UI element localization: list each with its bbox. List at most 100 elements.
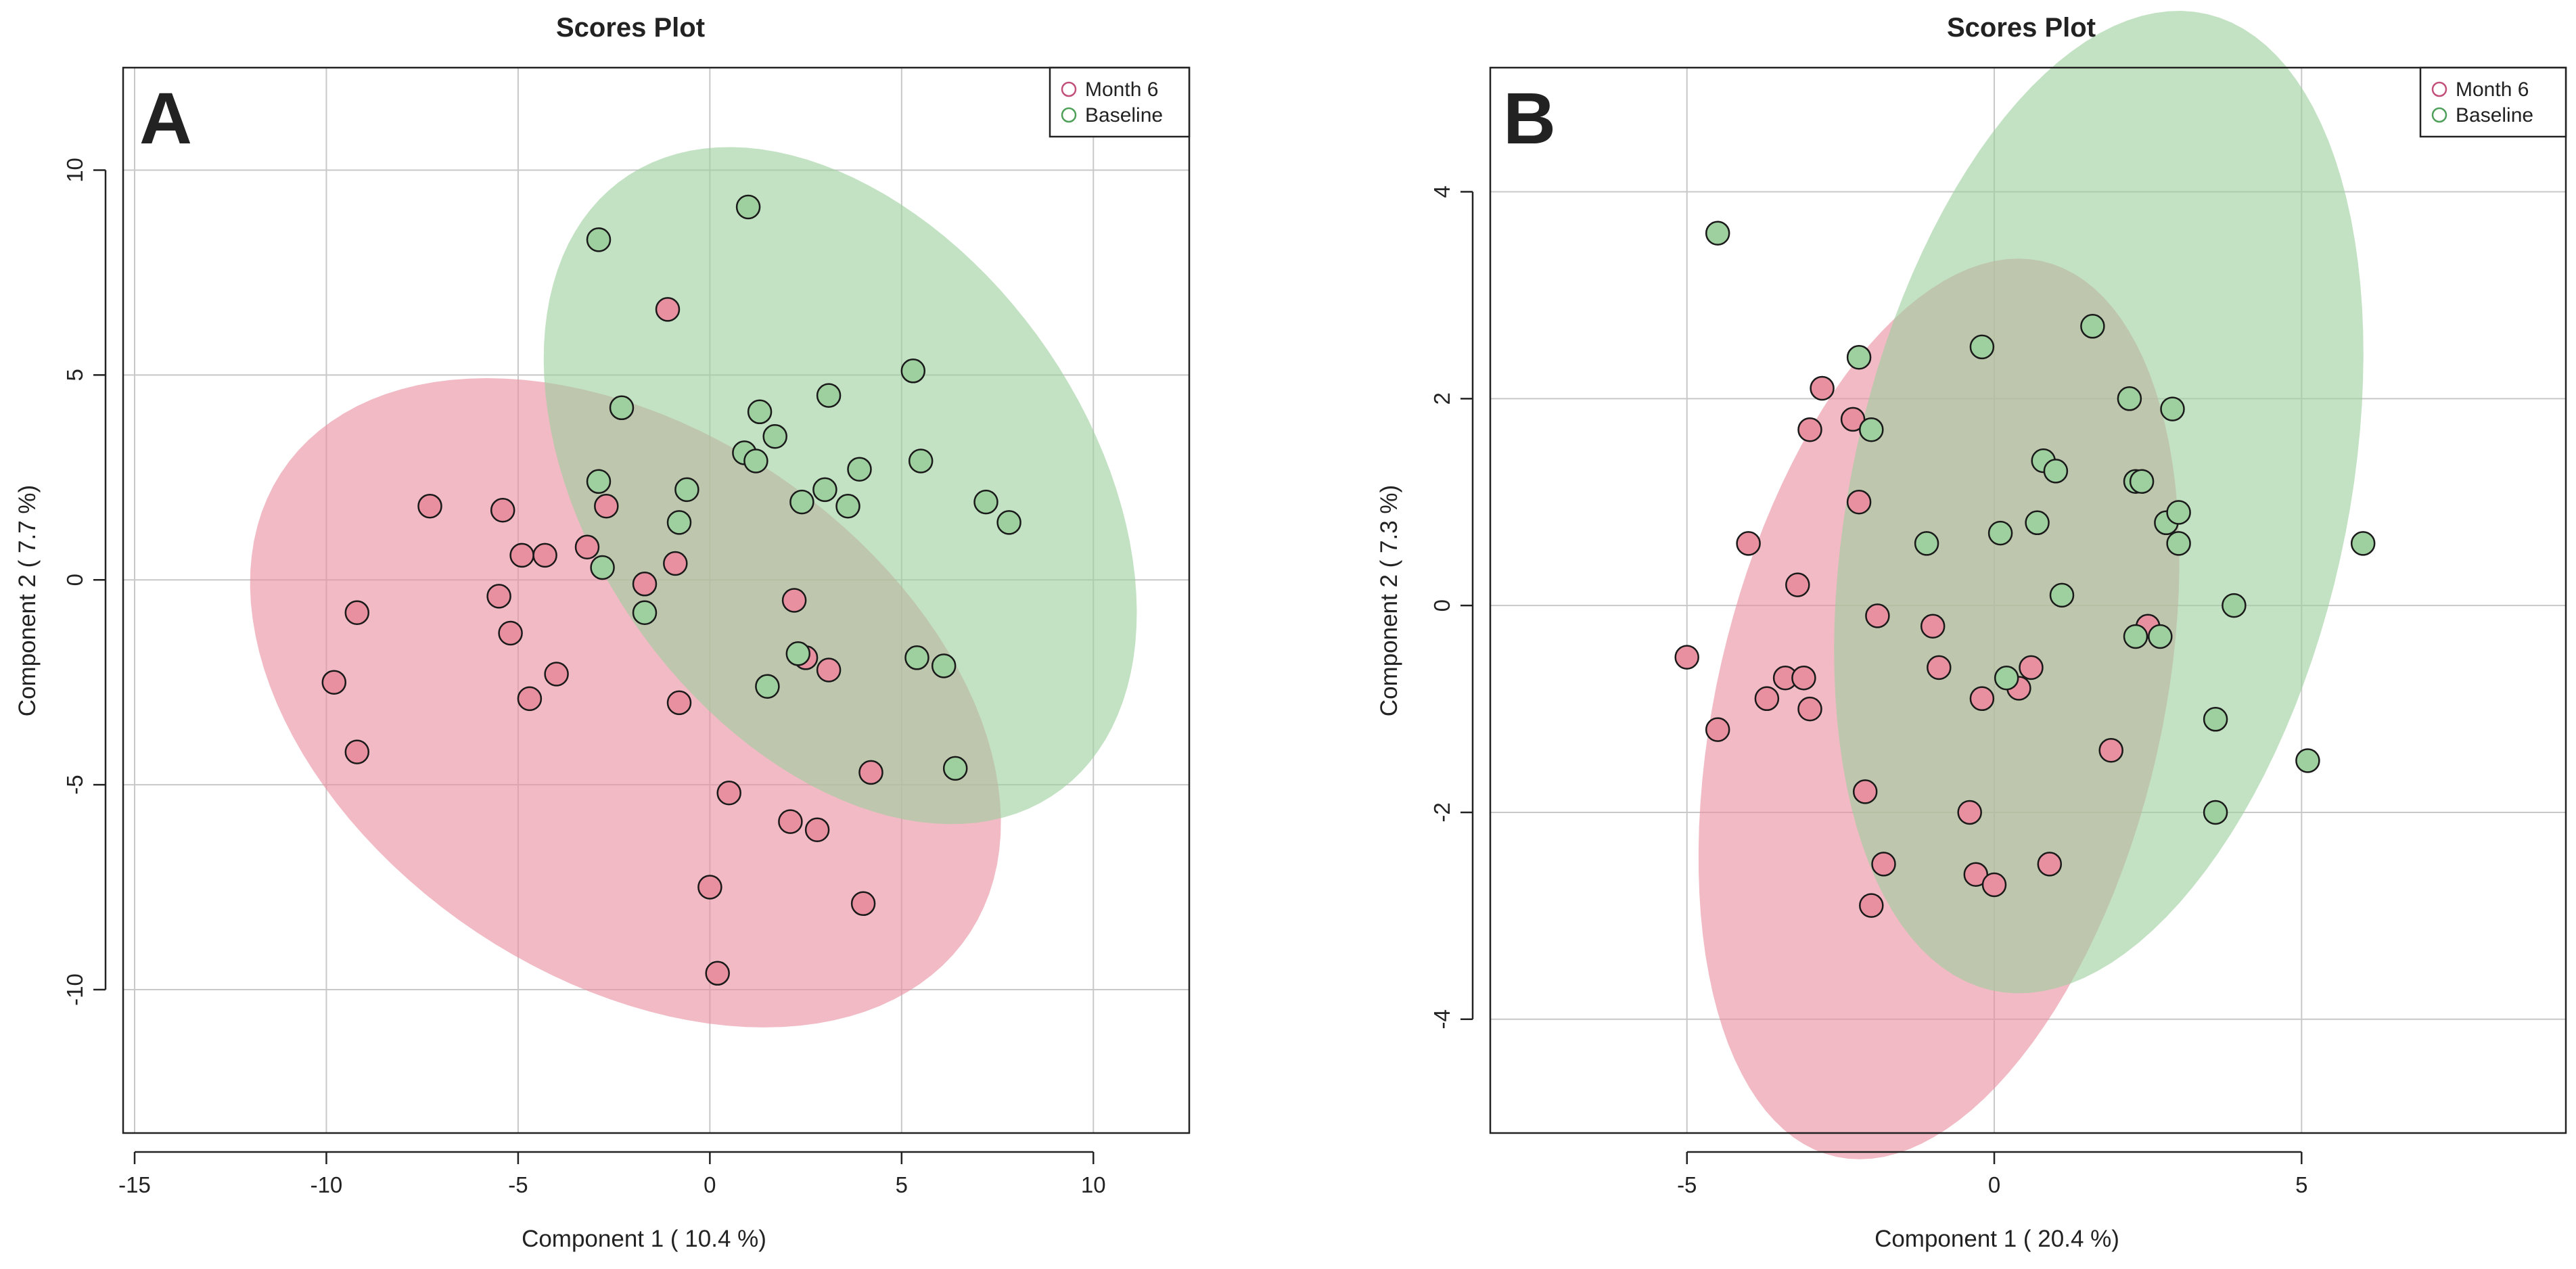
point-month-6 bbox=[1797, 417, 1822, 442]
point-baseline bbox=[2160, 396, 2185, 421]
legend-box bbox=[2419, 66, 2567, 138]
point-baseline bbox=[1969, 334, 1995, 360]
x-tick-label: 0 bbox=[1988, 1172, 2000, 1197]
x-axis-label: Component 1 ( 20.4 %) bbox=[1874, 1226, 2119, 1252]
point-baseline bbox=[900, 359, 926, 384]
point-month-6 bbox=[816, 657, 842, 683]
point-baseline bbox=[762, 423, 787, 449]
point-baseline bbox=[2295, 748, 2320, 773]
point-month-6 bbox=[417, 493, 442, 519]
point-month-6 bbox=[344, 739, 370, 764]
x-tick-label: -15 bbox=[118, 1172, 151, 1197]
y-tick-label: -5 bbox=[62, 775, 87, 794]
point-baseline bbox=[785, 641, 811, 666]
point-month-6 bbox=[544, 662, 569, 687]
point-month-6 bbox=[2037, 852, 2063, 877]
legend-marker bbox=[1061, 107, 1077, 123]
point-baseline bbox=[2129, 469, 2155, 494]
y-tick-label: 4 bbox=[1429, 185, 1454, 198]
y-tick-label: 0 bbox=[62, 574, 87, 586]
x-tick-label: -5 bbox=[1677, 1172, 1697, 1197]
point-month-6 bbox=[1705, 717, 1730, 742]
point-baseline bbox=[2025, 510, 2050, 536]
point-month-6 bbox=[517, 686, 543, 712]
point-month-6 bbox=[574, 534, 600, 559]
y-tick-label: 5 bbox=[62, 369, 87, 381]
x-tick-label: -10 bbox=[310, 1172, 343, 1197]
point-baseline bbox=[1705, 221, 1730, 246]
x-axis-label: Component 1 ( 10.4 %) bbox=[522, 1226, 766, 1252]
point-month-6 bbox=[1957, 800, 1982, 825]
point-month-6 bbox=[804, 817, 830, 842]
point-month-6 bbox=[1865, 603, 1890, 628]
x-tick-label: 10 bbox=[1081, 1172, 1106, 1197]
point-baseline bbox=[904, 645, 929, 670]
legend-entry: Baseline bbox=[2456, 104, 2533, 126]
point-baseline bbox=[2350, 531, 2376, 556]
point-baseline bbox=[812, 477, 837, 503]
axes: -15 -10 -5 0 5 10 -10 -5 0 5 10 bbox=[62, 158, 1106, 1197]
point-baseline bbox=[789, 489, 814, 515]
point-baseline bbox=[755, 674, 780, 699]
ellipse-baseline bbox=[1834, 11, 2364, 994]
point-month-6 bbox=[532, 543, 557, 568]
panel-label: B bbox=[1503, 77, 1556, 159]
point-baseline bbox=[2148, 624, 2173, 649]
legend-entry: Month 6 bbox=[1085, 78, 1158, 101]
point-month-6 bbox=[1871, 852, 1896, 877]
scores-plot-a: Scores Plot -15 -10 -5 0 5 10 -10 -5 0 5 10 A Comp… bbox=[14, 13, 1191, 1252]
legend-box bbox=[1049, 66, 1191, 138]
y-tick-label: 10 bbox=[62, 158, 87, 183]
point-baseline bbox=[1859, 417, 1884, 442]
point-baseline bbox=[931, 653, 957, 678]
point-month-6 bbox=[1840, 407, 1866, 432]
point-month-6 bbox=[632, 572, 658, 597]
point-month-6 bbox=[778, 809, 803, 834]
plot-frame bbox=[122, 66, 1191, 1134]
point-baseline bbox=[2123, 624, 2148, 649]
point-baseline bbox=[2203, 800, 2228, 825]
point-month-6 bbox=[2019, 655, 2044, 680]
point-baseline bbox=[996, 510, 1021, 535]
point-baseline bbox=[847, 457, 872, 482]
point-month-6 bbox=[663, 551, 688, 576]
point-month-6 bbox=[344, 600, 370, 625]
point-month-6 bbox=[1920, 614, 1946, 639]
point-month-6 bbox=[1963, 862, 1989, 887]
confidence-ellipses bbox=[250, 147, 1137, 1028]
point-baseline bbox=[908, 448, 934, 474]
y-tick-label: 0 bbox=[1429, 599, 1454, 612]
point-baseline bbox=[743, 448, 768, 474]
point-month-6 bbox=[716, 780, 741, 806]
x-tick-label: -5 bbox=[508, 1172, 528, 1197]
point-month-6 bbox=[1969, 686, 1995, 712]
point-baseline bbox=[674, 477, 699, 503]
point-month-6 bbox=[666, 690, 692, 716]
point-baseline bbox=[609, 395, 635, 421]
legend-entry: Baseline bbox=[1085, 104, 1163, 126]
point-baseline bbox=[2080, 314, 2105, 339]
point-month-6 bbox=[1810, 375, 1835, 401]
chart-title: Scores Plot bbox=[1947, 13, 2096, 43]
point-month-6 bbox=[1927, 655, 1952, 680]
point-baseline bbox=[666, 510, 692, 535]
point-month-6 bbox=[498, 620, 523, 646]
legend: Month 6 Baseline bbox=[1049, 66, 1191, 138]
axes: -5 0 5 -4 -2 0 2 4 bbox=[1429, 185, 2307, 1197]
legend-marker bbox=[1061, 81, 1077, 97]
point-month-6 bbox=[1754, 686, 1780, 712]
point-month-6 bbox=[2098, 737, 2123, 763]
x-tick-label: 5 bbox=[2295, 1172, 2307, 1197]
chart-title: Scores Plot bbox=[556, 13, 705, 43]
point-baseline bbox=[1987, 520, 2013, 546]
point-baseline bbox=[2222, 593, 2247, 618]
legend: Month 6 Baseline bbox=[2419, 66, 2567, 138]
y-axis-label: Component 2 ( 7.7 %) bbox=[14, 485, 41, 716]
scores-plot-b: Scores Plot -5 0 5 -4 -2 0 2 4 B Component 1 ( … bbox=[1376, 11, 2567, 1252]
point-month-6 bbox=[781, 588, 807, 613]
y-tick-label: -10 bbox=[62, 973, 87, 1006]
point-month-6 bbox=[1846, 489, 1872, 515]
point-month-6 bbox=[1852, 779, 1878, 804]
y-tick-label: -4 bbox=[1429, 1009, 1454, 1029]
legend-marker bbox=[2431, 81, 2447, 97]
